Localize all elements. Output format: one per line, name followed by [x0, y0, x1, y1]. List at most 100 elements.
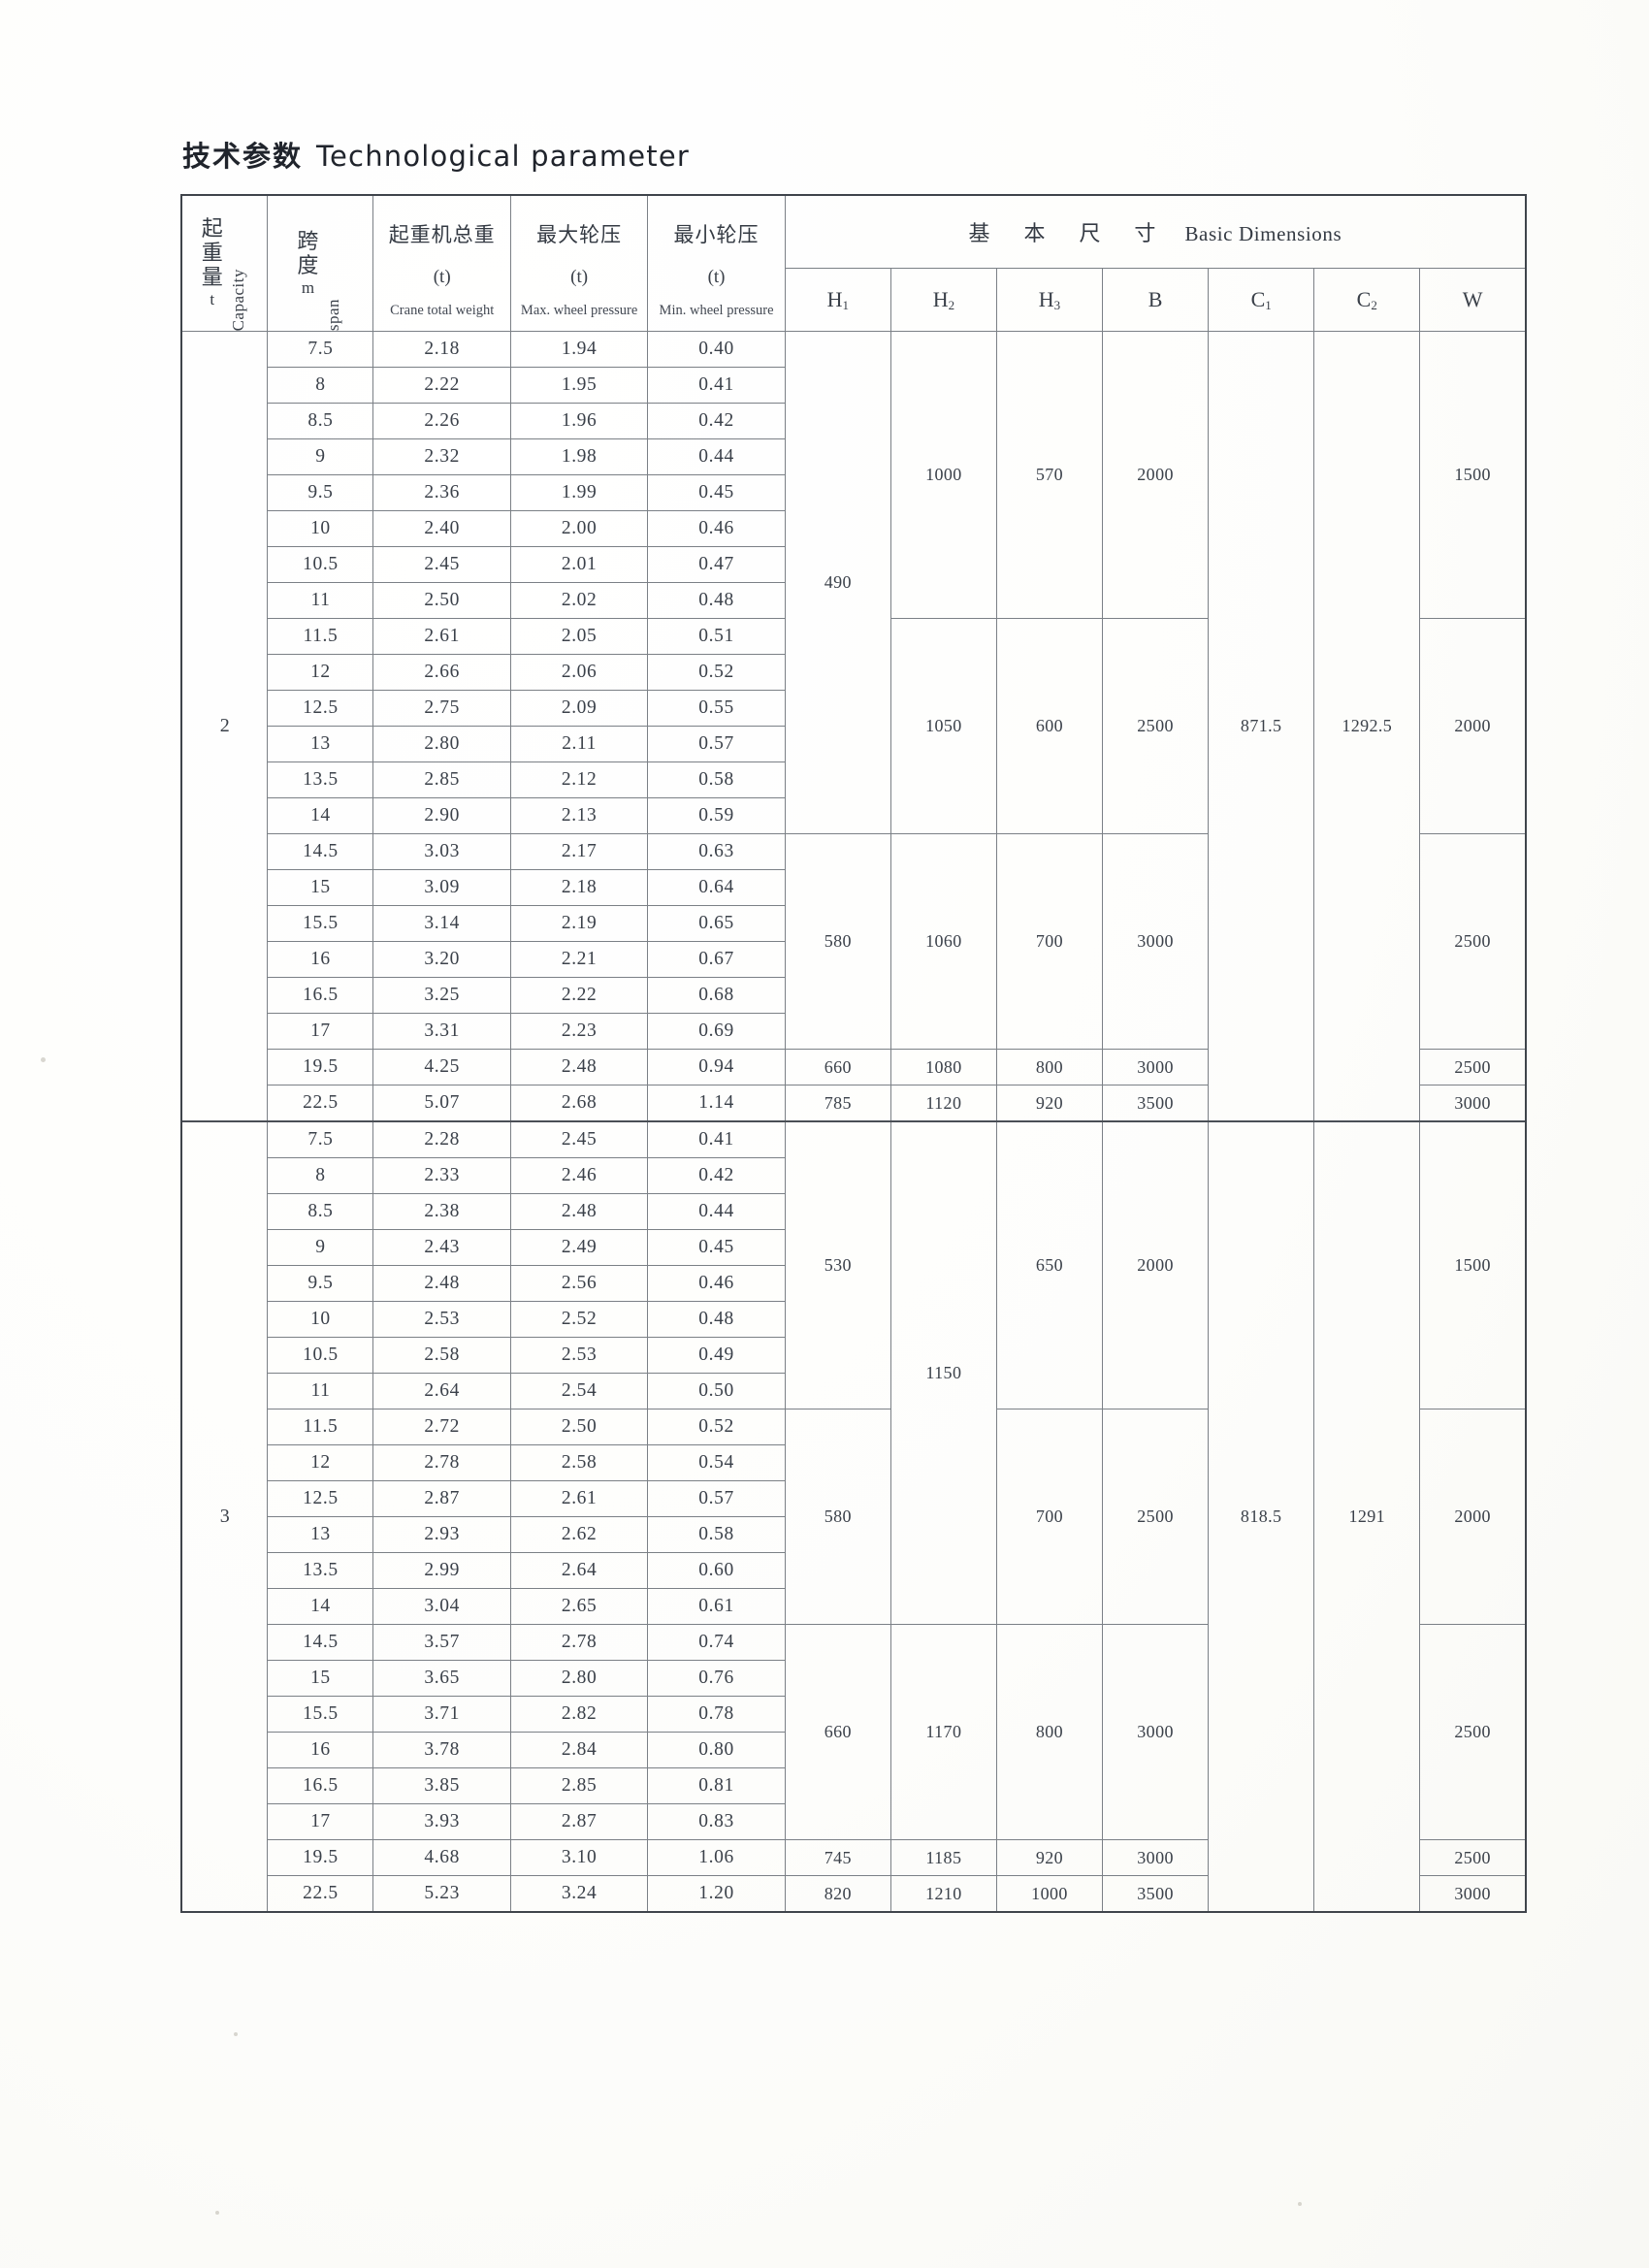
cell-span: 22.5 [267, 1875, 374, 1913]
table-body: 2 7.5 2.18 1.94 0.40 490 1000 570 2000 871.5 1292.… [180, 331, 1527, 1913]
cell-dim-b: 2500 [1102, 618, 1210, 834]
cell-crane-total-weight: 3.71 [372, 1696, 511, 1733]
cell-min-wheel-pressure: 0.57 [647, 1480, 786, 1517]
cell-min-wheel-pressure: 0.45 [647, 474, 786, 511]
header-capacity: 起 重 量 t Capacity [180, 194, 269, 332]
cell-dim-w: 3000 [1419, 1085, 1527, 1122]
cell-min-wheel-pressure: 0.44 [647, 1193, 786, 1230]
cell-crane-total-weight: 3.03 [372, 833, 511, 870]
cell-min-wheel-pressure: 0.51 [647, 618, 786, 655]
cell-dim-h2: 1080 [889, 1049, 997, 1085]
cell-max-wheel-pressure: 2.19 [509, 905, 649, 942]
cell-span: 7.5 [267, 331, 374, 368]
cell-max-wheel-pressure: 1.95 [509, 367, 649, 404]
cell-crane-total-weight: 2.32 [372, 438, 511, 475]
cell-min-wheel-pressure: 1.20 [647, 1875, 786, 1913]
header-crane-total-weight: 起重机总重 (t) Crane total weight [372, 194, 511, 332]
header-dim-h1: H1 [784, 268, 891, 332]
table-row: 3 7.5 2.28 2.45 0.41 530 1150 650 2000 818.5 1291 1… [180, 1120, 1527, 1913]
cell-dim-h3: 920 [995, 1085, 1104, 1122]
cell-dim-h2: 1060 [889, 833, 997, 1050]
cell-dim-w: 2000 [1419, 618, 1527, 834]
cell-dim-h1: 530 [784, 1120, 891, 1409]
table-row: 9.5 2.36 1.99 0.45 [181, 474, 1526, 511]
cell-crane-total-weight: 2.43 [372, 1229, 511, 1266]
cell-max-wheel-pressure: 2.00 [509, 510, 649, 547]
header-max-wheel-pressure: 最大轮压 (t) Max. wheel pressure [509, 194, 649, 332]
cell-dim-h1: 745 [784, 1839, 891, 1876]
cell-max-wheel-pressure: 2.65 [509, 1588, 649, 1625]
cell-crane-total-weight: 3.04 [372, 1588, 511, 1625]
table-row: 15.5 3.71 2.82 0.78 [181, 1696, 1526, 1733]
table-row: 17 3.31 2.23 0.69 [181, 1013, 1526, 1050]
cell-span: 22.5 [267, 1085, 374, 1122]
cell-span: 9.5 [267, 1265, 374, 1302]
cell-min-wheel-pressure: 0.57 [647, 726, 786, 762]
cell-dim-w: 1500 [1419, 1120, 1527, 1409]
header-span-cn: 跨 度 m [297, 229, 319, 297]
table-row: 13.5 2.85 2.12 0.58 [181, 761, 1526, 798]
cell-dim-b: 3000 [1102, 1624, 1210, 1840]
table-row: 16 3.78 2.84 0.80 [181, 1732, 1526, 1768]
cell-span: 10.5 [267, 1337, 374, 1374]
table-row: 17 3.93 2.87 0.83 [181, 1803, 1526, 1840]
cell-min-wheel-pressure: 0.49 [647, 1337, 786, 1374]
cell-max-wheel-pressure: 2.21 [509, 941, 649, 978]
cell-dim-b: 2000 [1102, 331, 1210, 619]
cell-dim-h3: 1000 [995, 1875, 1104, 1913]
table-row: 8 2.22 1.95 0.41 [181, 367, 1526, 404]
cell-span: 19.5 [267, 1049, 374, 1085]
cell-min-wheel-pressure: 0.41 [647, 367, 786, 404]
cell-dim-c2: 1292.5 [1313, 331, 1421, 1122]
cell-max-wheel-pressure: 1.94 [509, 331, 649, 368]
cell-span: 8.5 [267, 403, 374, 439]
cell-max-wheel-pressure: 2.84 [509, 1732, 649, 1768]
table-row: 22.5 5.07 2.68 1.14 785 1120 920 3500 3000 [181, 1085, 1527, 1122]
cell-crane-total-weight: 3.31 [372, 1013, 511, 1050]
header-row-main: 起 重 量 t Capacity 跨 度 m [180, 194, 1527, 332]
cell-crane-total-weight: 2.33 [372, 1157, 511, 1194]
cell-span: 10 [267, 510, 374, 547]
cell-dim-h3: 600 [995, 618, 1104, 834]
table-row: 19.5 4.68 3.10 1.06 745 1185 920 3000 2500 [181, 1839, 1527, 1876]
cell-max-wheel-pressure: 1.96 [509, 403, 649, 439]
table-row: 12 2.78 2.58 0.54 [181, 1444, 1526, 1481]
cell-dim-b: 2500 [1102, 1409, 1210, 1625]
cell-crane-total-weight: 3.78 [372, 1732, 511, 1768]
cell-span: 15.5 [267, 905, 374, 942]
cell-dim-h1: 820 [784, 1875, 891, 1913]
cell-crane-total-weight: 2.26 [372, 403, 511, 439]
cell-crane-total-weight: 2.38 [372, 1193, 511, 1230]
cell-span: 8 [267, 1157, 374, 1194]
cell-crane-total-weight: 4.68 [372, 1839, 511, 1876]
cell-span: 8.5 [267, 1193, 374, 1230]
cell-span: 17 [267, 1013, 374, 1050]
header-basic-dimensions: 基 本 尺 寸 Basic Dimensions [784, 194, 1527, 269]
cell-crane-total-weight: 2.61 [372, 618, 511, 655]
cell-span: 12.5 [267, 690, 374, 727]
cell-dim-h2: 1120 [889, 1085, 997, 1122]
cell-min-wheel-pressure: 0.64 [647, 869, 786, 906]
cell-span: 16 [267, 941, 374, 978]
cell-span: 7.5 [267, 1120, 374, 1158]
cell-max-wheel-pressure: 2.09 [509, 690, 649, 727]
cell-crane-total-weight: 2.90 [372, 797, 511, 834]
cell-span: 12 [267, 1444, 374, 1481]
cell-dim-w: 2500 [1419, 1839, 1527, 1876]
cell-span: 10 [267, 1301, 374, 1338]
cell-max-wheel-pressure: 2.78 [509, 1624, 649, 1661]
cell-min-wheel-pressure: 0.65 [647, 905, 786, 942]
cell-min-wheel-pressure: 0.47 [647, 546, 786, 583]
cell-crane-total-weight: 2.87 [372, 1480, 511, 1517]
cell-dim-w: 1500 [1419, 331, 1527, 619]
cell-max-wheel-pressure: 2.62 [509, 1516, 649, 1553]
cell-dim-b: 3000 [1102, 1839, 1210, 1876]
cell-min-wheel-pressure: 0.59 [647, 797, 786, 834]
table-row: 11.5 2.72 2.50 0.52 580 700 2500 2000 [181, 1409, 1527, 1625]
cell-crane-total-weight: 2.78 [372, 1444, 511, 1481]
cell-crane-total-weight: 2.58 [372, 1337, 511, 1374]
table-row: 11 2.50 2.02 0.48 [181, 582, 1526, 619]
cell-dim-h2: 1185 [889, 1839, 997, 1876]
cell-span: 11.5 [267, 618, 374, 655]
cell-crane-total-weight: 3.65 [372, 1660, 511, 1697]
